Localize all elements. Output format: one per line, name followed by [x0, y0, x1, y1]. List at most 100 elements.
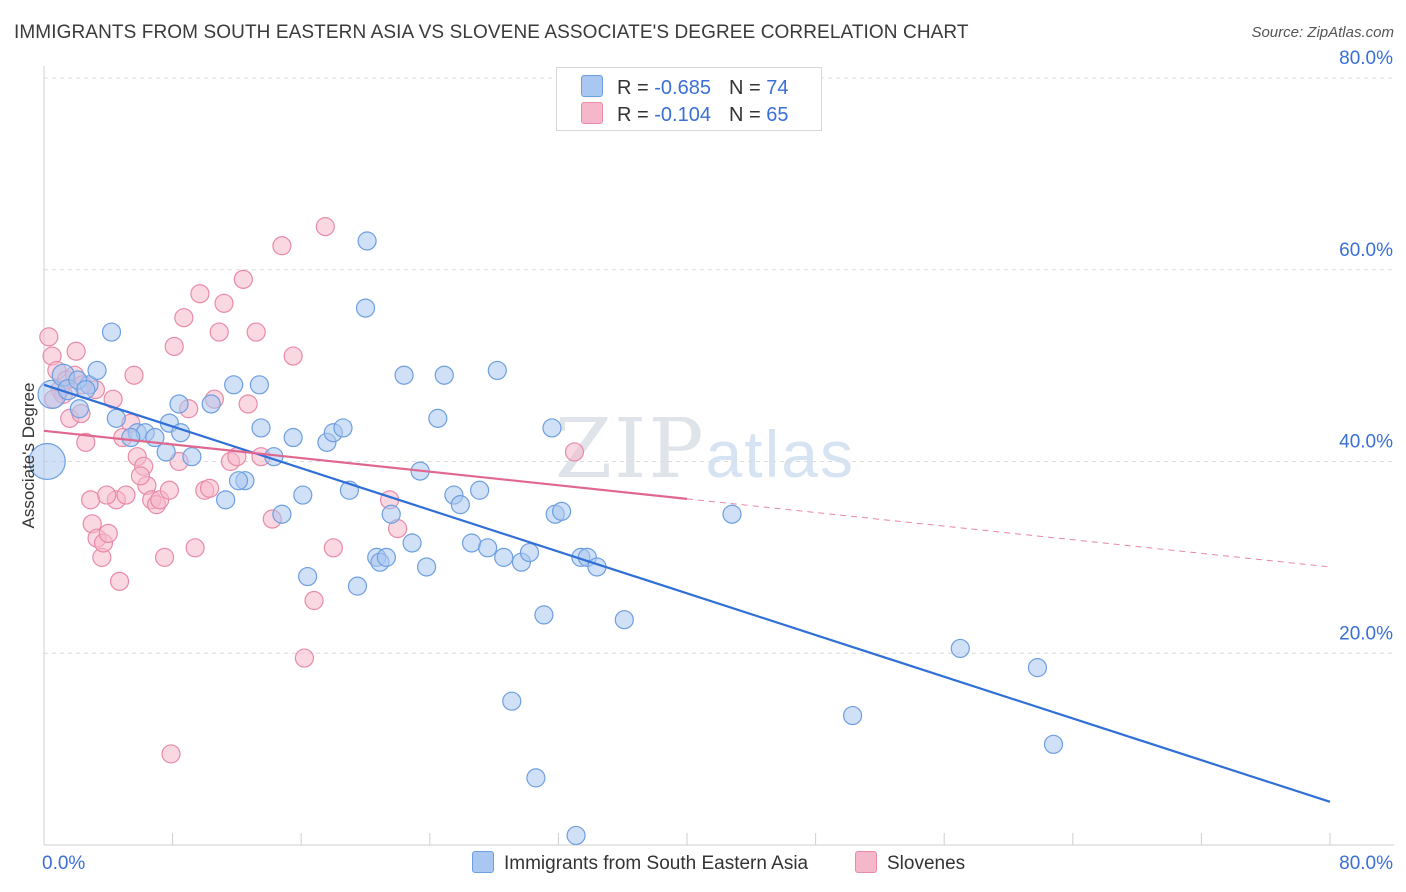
trend-line-slovenes-extrapolated [686, 498, 1331, 568]
point-slovenes [323, 538, 343, 558]
point-immigrants [224, 375, 244, 395]
trend-line-slovenes [43, 429, 688, 500]
point-immigrants [487, 360, 507, 381]
point-immigrants [182, 447, 202, 467]
point-slovenes [164, 336, 184, 357]
point-immigrants [228, 471, 249, 491]
point-immigrants [376, 547, 396, 567]
point-immigrants [614, 610, 634, 630]
legend-row-blue: R = -0.685 N = 74 [581, 75, 788, 99]
bottom-legend-swatch-blue [472, 851, 494, 873]
point-immigrants [333, 418, 353, 438]
point-immigrants [69, 399, 89, 419]
point-immigrants [552, 501, 572, 521]
point-immigrants [566, 825, 586, 846]
point-immigrants [394, 365, 414, 385]
point-slovenes [39, 327, 59, 347]
axis-labels: 20.0% 40.0% 60.0% 80.0% 0.0% 80.0% Associate's… [19, 48, 1393, 874]
point-immigrants [156, 442, 176, 462]
point-slovenes [283, 346, 303, 366]
point-immigrants [842, 705, 863, 726]
point-slovenes [214, 293, 234, 313]
point-immigrants [534, 605, 554, 625]
point-slovenes [116, 485, 136, 505]
bottom-legend-label-pink: Slovenes [887, 853, 966, 874]
point-slovenes [109, 571, 130, 591]
legend-r-value: -0.685 [654, 77, 711, 99]
point-immigrants [347, 576, 368, 596]
point-immigrants [106, 408, 126, 428]
y-tick-label: 40.0% [1339, 432, 1393, 453]
chart-title: IMMIGRANTS FROM SOUTH EASTERN ASIA VS SL… [14, 22, 969, 43]
point-slovenes [199, 478, 220, 498]
point-slovenes [159, 480, 179, 500]
point-immigrants [526, 768, 546, 788]
point-immigrants [519, 542, 540, 563]
source-credit: Source: ZipAtlas.com [1251, 24, 1394, 41]
point-immigrants [450, 495, 470, 515]
point-slovenes [294, 648, 315, 668]
point-immigrants [216, 490, 236, 510]
point-immigrants [355, 298, 376, 318]
axes [43, 66, 1394, 846]
legend-r-label: R = [617, 77, 655, 99]
point-immigrants [249, 375, 270, 395]
point-immigrants [428, 408, 448, 428]
point-slovenes [233, 269, 253, 289]
point-immigrants [494, 547, 514, 567]
point-slovenes [238, 394, 258, 414]
point-immigrants [293, 485, 313, 505]
trend-line-immigrants [43, 383, 1331, 803]
point-immigrants [251, 418, 271, 438]
point-slovenes [174, 308, 194, 328]
point-immigrants [169, 394, 189, 414]
point-immigrants [434, 365, 454, 385]
legend-n-value: 65 [766, 104, 789, 126]
legend-n-label: N = [728, 77, 767, 99]
point-slovenes [315, 217, 335, 237]
point-slovenes [66, 341, 86, 361]
point-slovenes [246, 322, 266, 342]
point-immigrants [416, 557, 437, 577]
watermark-atlas: atlas [705, 417, 855, 491]
point-slovenes [190, 284, 210, 304]
point-immigrants [478, 538, 498, 558]
point-immigrants [402, 533, 422, 553]
point-slovenes [185, 538, 205, 558]
bottom-legend-pink: Slovenes [855, 851, 965, 875]
x-tick-label-max: 80.0% [1339, 853, 1393, 874]
point-immigrants [502, 691, 522, 711]
point-slovenes [97, 485, 117, 505]
point-immigrants [201, 394, 221, 414]
y-tick-label: 60.0% [1339, 240, 1393, 261]
point-immigrants [1043, 734, 1064, 754]
bottom-legend-blue: Immigrants from South Eastern Asia [472, 851, 808, 875]
y-axis-title: Associate's Degree [19, 383, 38, 529]
trend-lines [43, 383, 1331, 803]
point-slovenes [209, 322, 229, 342]
point-immigrants [101, 322, 122, 342]
point-immigrants [470, 480, 490, 500]
point-immigrants [298, 566, 318, 587]
legend-swatch-pink [581, 102, 603, 124]
point-immigrants [283, 427, 303, 448]
point-immigrants [121, 427, 141, 448]
point-immigrants [28, 442, 66, 481]
x-tick-label-min: 0.0% [42, 853, 85, 874]
grid-lines [44, 77, 1394, 654]
point-immigrants [950, 638, 970, 659]
point-immigrants [381, 504, 401, 524]
point-slovenes [154, 547, 175, 567]
point-slovenes [564, 442, 585, 462]
series-slovenes [39, 217, 585, 764]
point-immigrants [722, 504, 742, 524]
legend-n-value: 74 [766, 77, 789, 99]
correlation-legend: R = -0.685 N = 74 R = -0.104 N = 65 [556, 67, 822, 131]
point-slovenes [304, 590, 324, 611]
bottom-legend-swatch-pink [855, 851, 877, 873]
point-immigrants [1027, 658, 1048, 678]
legend-n-label: N = [728, 104, 767, 126]
point-immigrants [272, 504, 292, 524]
series-immigrants-se-asia [28, 231, 1064, 846]
